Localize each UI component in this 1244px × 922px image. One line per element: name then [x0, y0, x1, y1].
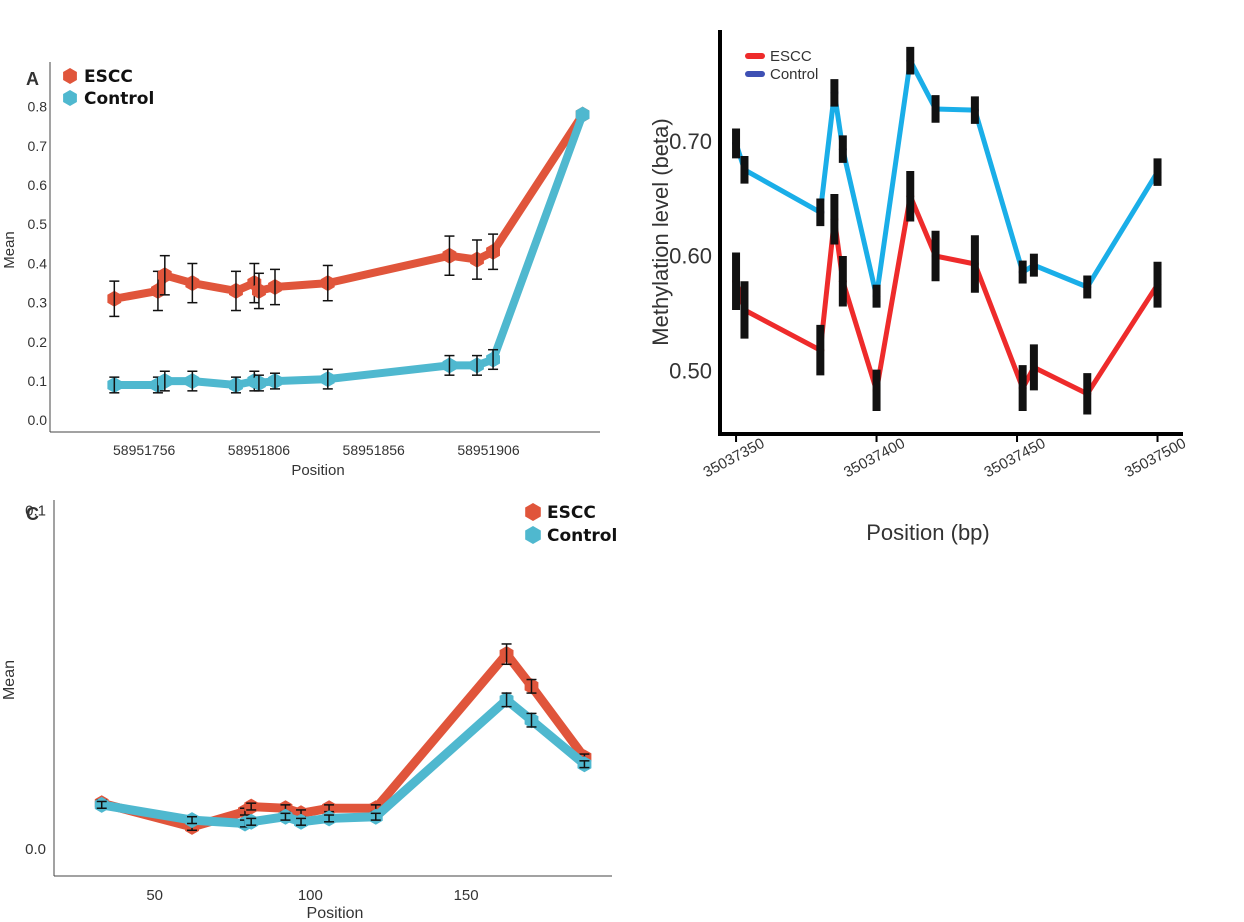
y-tick-label: 0.4	[28, 255, 48, 271]
x-axis-title: Position	[291, 462, 344, 479]
panel-label: A	[26, 69, 39, 89]
x-tick-label: 58951756	[113, 442, 176, 458]
chart-panel-a: 0.0 0.1 0.2 0.3 0.4 0.5 0.6 0.7 0.8 58951756 58951…	[1, 62, 600, 479]
y-tick-label: 0.5	[28, 216, 48, 232]
x-tick-label: 150	[454, 887, 479, 904]
y-tick-label: 0.0	[25, 841, 46, 858]
y-tick-label: 0.7	[28, 138, 48, 154]
y-tick-label: 0.70	[669, 129, 712, 154]
y-axis-title: Mean	[1, 231, 18, 269]
x-tick-label: 58951856	[343, 442, 406, 458]
legend-label: ESCC	[547, 503, 596, 523]
x-tick-label: 50	[146, 887, 163, 904]
y-axis-title: Mean	[1, 660, 18, 700]
series-control	[732, 46, 1162, 308]
x-tick-label: 58951906	[457, 442, 520, 458]
x-axis-title: Position (bp)	[866, 520, 990, 545]
y-tick-label: 0.8	[28, 99, 48, 115]
y-tick-label: 0.1	[28, 373, 48, 389]
y-tick-label: 0.0	[28, 412, 48, 428]
x-tick-label: 100	[298, 887, 323, 904]
series-escc	[732, 170, 1162, 415]
y-tick-label: 0.3	[28, 295, 48, 311]
legend-label: ESCC	[770, 48, 812, 65]
series-escc	[107, 106, 590, 318]
legend-label: Control	[770, 66, 818, 83]
legend-marker	[63, 90, 77, 106]
legend-label: ESCC	[84, 67, 133, 87]
legend: ESCC Control	[525, 503, 617, 546]
y-axis-title: Methylation level (beta)	[648, 118, 673, 345]
panel-label: C	[26, 504, 39, 524]
data-point	[575, 106, 590, 123]
x-axis-title: Position	[307, 905, 364, 922]
legend-label: Control	[84, 89, 154, 109]
legend-marker	[63, 68, 77, 84]
legend-marker	[525, 526, 541, 544]
legend-marker	[525, 503, 541, 521]
chart-panel-c: 0.0 0.1 50 100 150 Position Mean C ESCC Control	[1, 500, 617, 922]
y-tick-label: 0.60	[669, 244, 712, 269]
y-tick-label: 0.2	[28, 334, 48, 350]
x-tick-label: 58951806	[228, 442, 291, 458]
y-tick-label: 0.1	[25, 502, 46, 519]
y-tick-label: 0.50	[669, 359, 712, 384]
series-control	[94, 691, 592, 832]
series-control	[107, 106, 590, 394]
legend-label: Control	[547, 526, 617, 546]
y-tick-label: 0.6	[28, 177, 48, 193]
